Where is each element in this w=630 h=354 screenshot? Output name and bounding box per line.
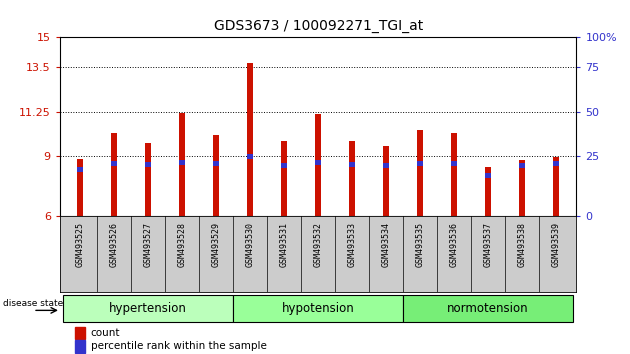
Bar (349, 142, 355, 216)
Text: hypertension: hypertension (109, 302, 187, 315)
Bar (145, 162, 151, 167)
Text: GSM493530: GSM493530 (246, 222, 255, 267)
Text: GSM493537: GSM493537 (484, 222, 493, 267)
Bar (281, 142, 287, 216)
Bar (383, 147, 389, 216)
Bar (76, 340, 84, 353)
Bar (349, 162, 355, 167)
Bar (383, 163, 389, 168)
Text: GSM493536: GSM493536 (450, 222, 459, 267)
Bar (485, 167, 491, 216)
Bar (315, 160, 321, 165)
Text: GSM493528: GSM493528 (178, 222, 186, 267)
Bar (76, 327, 84, 339)
Bar (63, 295, 233, 322)
Text: hypotension: hypotension (282, 302, 355, 315)
Bar (281, 163, 287, 168)
Bar (315, 114, 321, 216)
Text: GSM493533: GSM493533 (348, 222, 357, 267)
Text: GSM493526: GSM493526 (110, 222, 118, 267)
Title: GDS3673 / 100092271_TGI_at: GDS3673 / 100092271_TGI_at (214, 19, 423, 33)
Bar (519, 163, 525, 168)
Bar (77, 159, 83, 216)
Bar (417, 161, 423, 166)
Text: GSM493534: GSM493534 (382, 222, 391, 267)
Bar (451, 132, 457, 216)
Bar (111, 161, 117, 166)
Bar (553, 161, 559, 166)
Bar (247, 154, 253, 159)
Bar (111, 132, 117, 216)
Bar (451, 161, 457, 166)
Bar (77, 167, 83, 172)
Text: GSM493535: GSM493535 (416, 222, 425, 267)
Bar (233, 295, 403, 322)
Bar (179, 160, 185, 165)
Text: GSM493532: GSM493532 (314, 222, 323, 267)
Text: GSM493531: GSM493531 (280, 222, 289, 267)
Text: GSM493525: GSM493525 (76, 222, 85, 267)
Bar (213, 136, 219, 216)
Text: percentile rank within the sample: percentile rank within the sample (91, 342, 266, 352)
Bar (485, 173, 491, 178)
Text: GSM493529: GSM493529 (212, 222, 220, 267)
Bar (179, 113, 185, 216)
Text: count: count (91, 328, 120, 338)
Bar (417, 130, 423, 216)
Text: GSM493527: GSM493527 (144, 222, 152, 267)
Bar (519, 160, 525, 216)
Bar (553, 157, 559, 216)
Bar (403, 295, 573, 322)
Bar (213, 161, 219, 166)
Text: normotension: normotension (447, 302, 529, 315)
Bar (247, 63, 253, 216)
Text: GSM493538: GSM493538 (518, 222, 527, 267)
Text: disease state: disease state (3, 299, 64, 308)
Text: GSM493539: GSM493539 (551, 222, 561, 267)
Bar (145, 143, 151, 216)
